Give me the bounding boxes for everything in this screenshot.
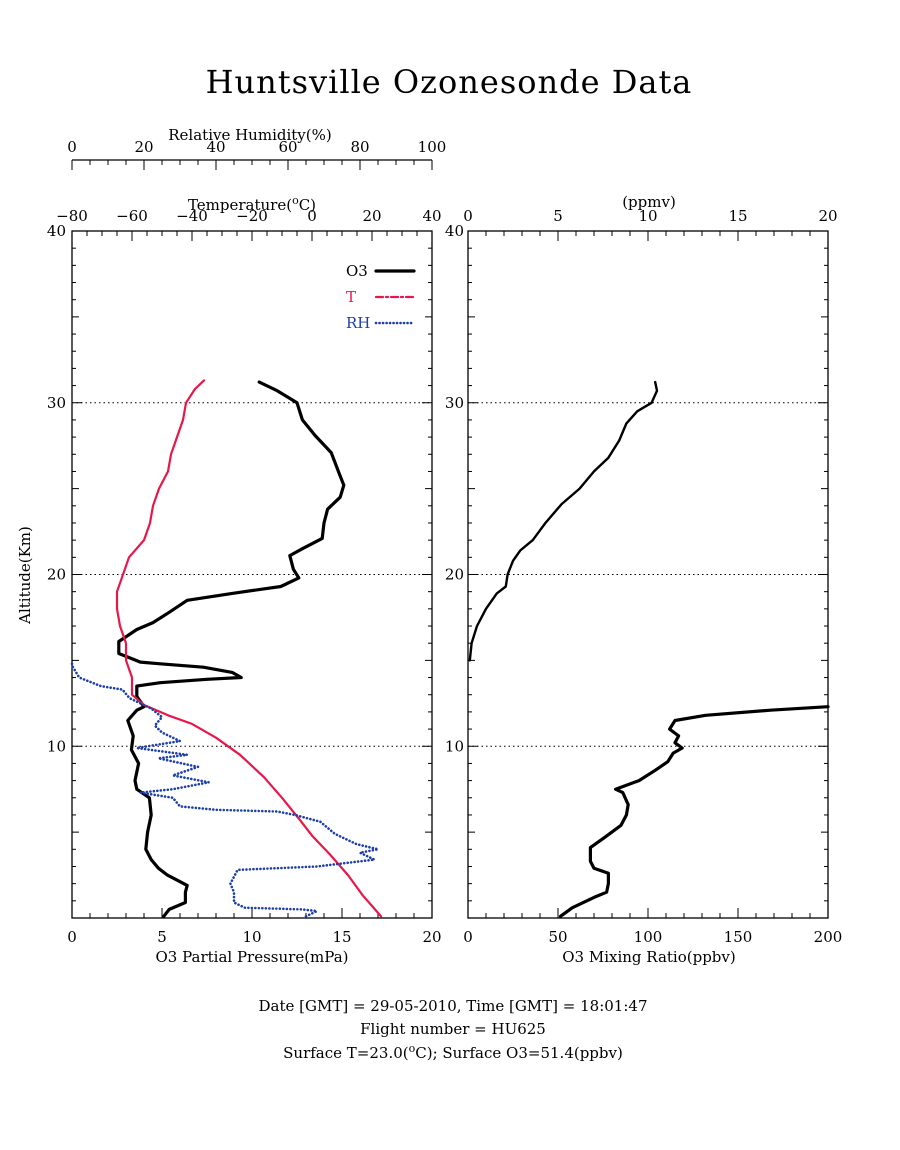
- x-tick-label: 5: [553, 207, 563, 225]
- x-tick-label: 0: [463, 207, 473, 225]
- right-series: [468, 380, 830, 918]
- x-tick-label: −20: [236, 207, 268, 225]
- left-tick-labels: 10 20 30 40 0 5 10 15 20 −80 −60 −40 −20 0 20 40 0 20 40 60…: [47, 138, 446, 946]
- series-line-o3: [117, 380, 346, 918]
- x-tick-label: −60: [116, 207, 148, 225]
- x-tick-label: 20: [818, 207, 837, 225]
- x-tick-label: 100: [634, 928, 663, 946]
- y-tick-label: 30: [445, 394, 464, 412]
- series-line-rh: [70, 659, 380, 918]
- altitude-axis-label: Altitude(Km): [16, 526, 34, 625]
- right-gridlines: [468, 402, 828, 747]
- legend-label-rh: RH: [346, 314, 370, 332]
- x-tick-label: 0: [307, 207, 317, 225]
- rh-axis-label: Relative Humidity(%): [168, 126, 331, 144]
- y-tick-label: 30: [47, 394, 66, 412]
- x-tick-label: 80: [350, 138, 369, 156]
- x-tick-label: 15: [332, 928, 351, 946]
- series-line-o3-mixing-ratio-ppmv: [468, 380, 659, 662]
- o3-pressure-axis-label: O3 Partial Pressure(mPa): [155, 948, 348, 966]
- footer-date-time: Date [GMT] = 29-05-2010, Time [GMT] = 18…: [258, 997, 647, 1015]
- x-tick-label: 100: [418, 138, 447, 156]
- y-tick-label: 40: [47, 222, 66, 240]
- footer-flight-number: Flight number = HU625: [360, 1020, 546, 1038]
- y-tick-label: 20: [47, 566, 66, 584]
- x-tick-label: 150: [724, 928, 753, 946]
- left-tick-marks: [71, 159, 433, 919]
- y-tick-label: 20: [445, 566, 464, 584]
- y-tick-label: 10: [445, 737, 464, 755]
- x-tick-label: 20: [362, 207, 381, 225]
- legend-label-t: T: [346, 288, 356, 306]
- chart-title: Huntsville Ozonesonde Data: [206, 63, 693, 101]
- temperature-axis-label: Temperature(oC): [188, 194, 316, 214]
- y-tick-label: 40: [445, 222, 464, 240]
- y-tick-label: 10: [47, 737, 66, 755]
- legend-label-o3: O3: [346, 262, 368, 280]
- left-panel: 10 20 30 40 0 5 10 15 20 −80 −60 −40 −20 0 20 40 0 20 40 60…: [47, 138, 446, 946]
- x-tick-label: 20: [134, 138, 153, 156]
- x-tick-label: −80: [56, 207, 88, 225]
- x-tick-label: −40: [176, 207, 208, 225]
- left-series: [70, 379, 383, 918]
- x-tick-label: 15: [728, 207, 747, 225]
- x-tick-label: 0: [67, 138, 77, 156]
- right-tick-marks: [467, 230, 829, 919]
- x-tick-label: 5: [157, 928, 167, 946]
- x-tick-label: 20: [422, 928, 441, 946]
- x-tick-label: 50: [548, 928, 567, 946]
- legend: O3 T RH: [346, 262, 416, 332]
- x-tick-label: 10: [242, 928, 261, 946]
- mixing-ratio-axis-label: O3 Mixing Ratio(ppbv): [562, 948, 735, 966]
- ppmv-axis-label: (ppmv): [622, 193, 676, 211]
- x-tick-label: 0: [463, 928, 473, 946]
- series-line-o3-mixing-ratio-ppbv: [558, 705, 830, 918]
- x-tick-label: 10: [638, 207, 657, 225]
- footer-surface-values: Surface T=23.0(oC); Surface O3=51.4(ppbv…: [283, 1042, 623, 1062]
- x-tick-label: 40: [206, 138, 225, 156]
- x-tick-label: 200: [814, 928, 843, 946]
- x-tick-label: 40: [422, 207, 441, 225]
- series-line-t: [115, 379, 383, 918]
- x-tick-label: 0: [67, 928, 77, 946]
- x-tick-label: 60: [278, 138, 297, 156]
